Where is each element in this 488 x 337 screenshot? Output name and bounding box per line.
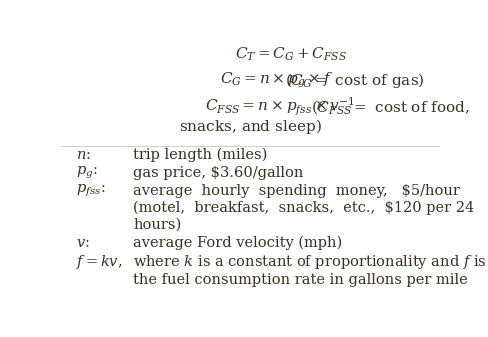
Text: $f = kv$,: $f = kv$, xyxy=(76,252,122,271)
Text: $(C_G = $ cost of gas$)$: $(C_G = $ cost of gas$)$ xyxy=(284,71,424,90)
Text: average Ford velocity (mph): average Ford velocity (mph) xyxy=(133,236,342,250)
Text: trip length (miles): trip length (miles) xyxy=(133,147,267,162)
Text: $C_G = n \times p_g \times f$: $C_G = n \times p_g \times f$ xyxy=(220,71,333,90)
Text: $(C_{FSS} = $ cost of food,: $(C_{FSS} = $ cost of food, xyxy=(311,98,469,116)
Text: average  hourly  spending  money,   $5/hour: average hourly spending money, $5/hour xyxy=(133,184,459,198)
Text: $p_g$:: $p_g$: xyxy=(76,165,98,181)
Text: $n$:: $n$: xyxy=(76,148,91,162)
Text: $p_{fss}$:: $p_{fss}$: xyxy=(76,183,105,199)
Text: where $k$ is a constant of proportionality and $f$ is: where $k$ is a constant of proportionali… xyxy=(133,252,486,271)
Text: (motel,  breakfast,  snacks,  etc.,  $120 per 24: (motel, breakfast, snacks, etc., $120 pe… xyxy=(133,201,473,215)
Text: gas price, $3.60/gallon: gas price, $3.60/gallon xyxy=(133,166,303,180)
Text: $C_{FSS} = n \times p_{fss} \times v^{-1}$: $C_{FSS} = n \times p_{fss} \times v^{-1… xyxy=(205,95,355,118)
Text: $v$:: $v$: xyxy=(76,236,90,250)
Text: $C_T = C_G + C_{FSS}$: $C_T = C_G + C_{FSS}$ xyxy=(235,46,347,63)
Text: snacks, and sleep$)$: snacks, and sleep$)$ xyxy=(179,117,322,135)
Text: hours): hours) xyxy=(133,218,181,232)
Text: the fuel consumption rate in gallons per mile: the fuel consumption rate in gallons per… xyxy=(133,273,467,287)
